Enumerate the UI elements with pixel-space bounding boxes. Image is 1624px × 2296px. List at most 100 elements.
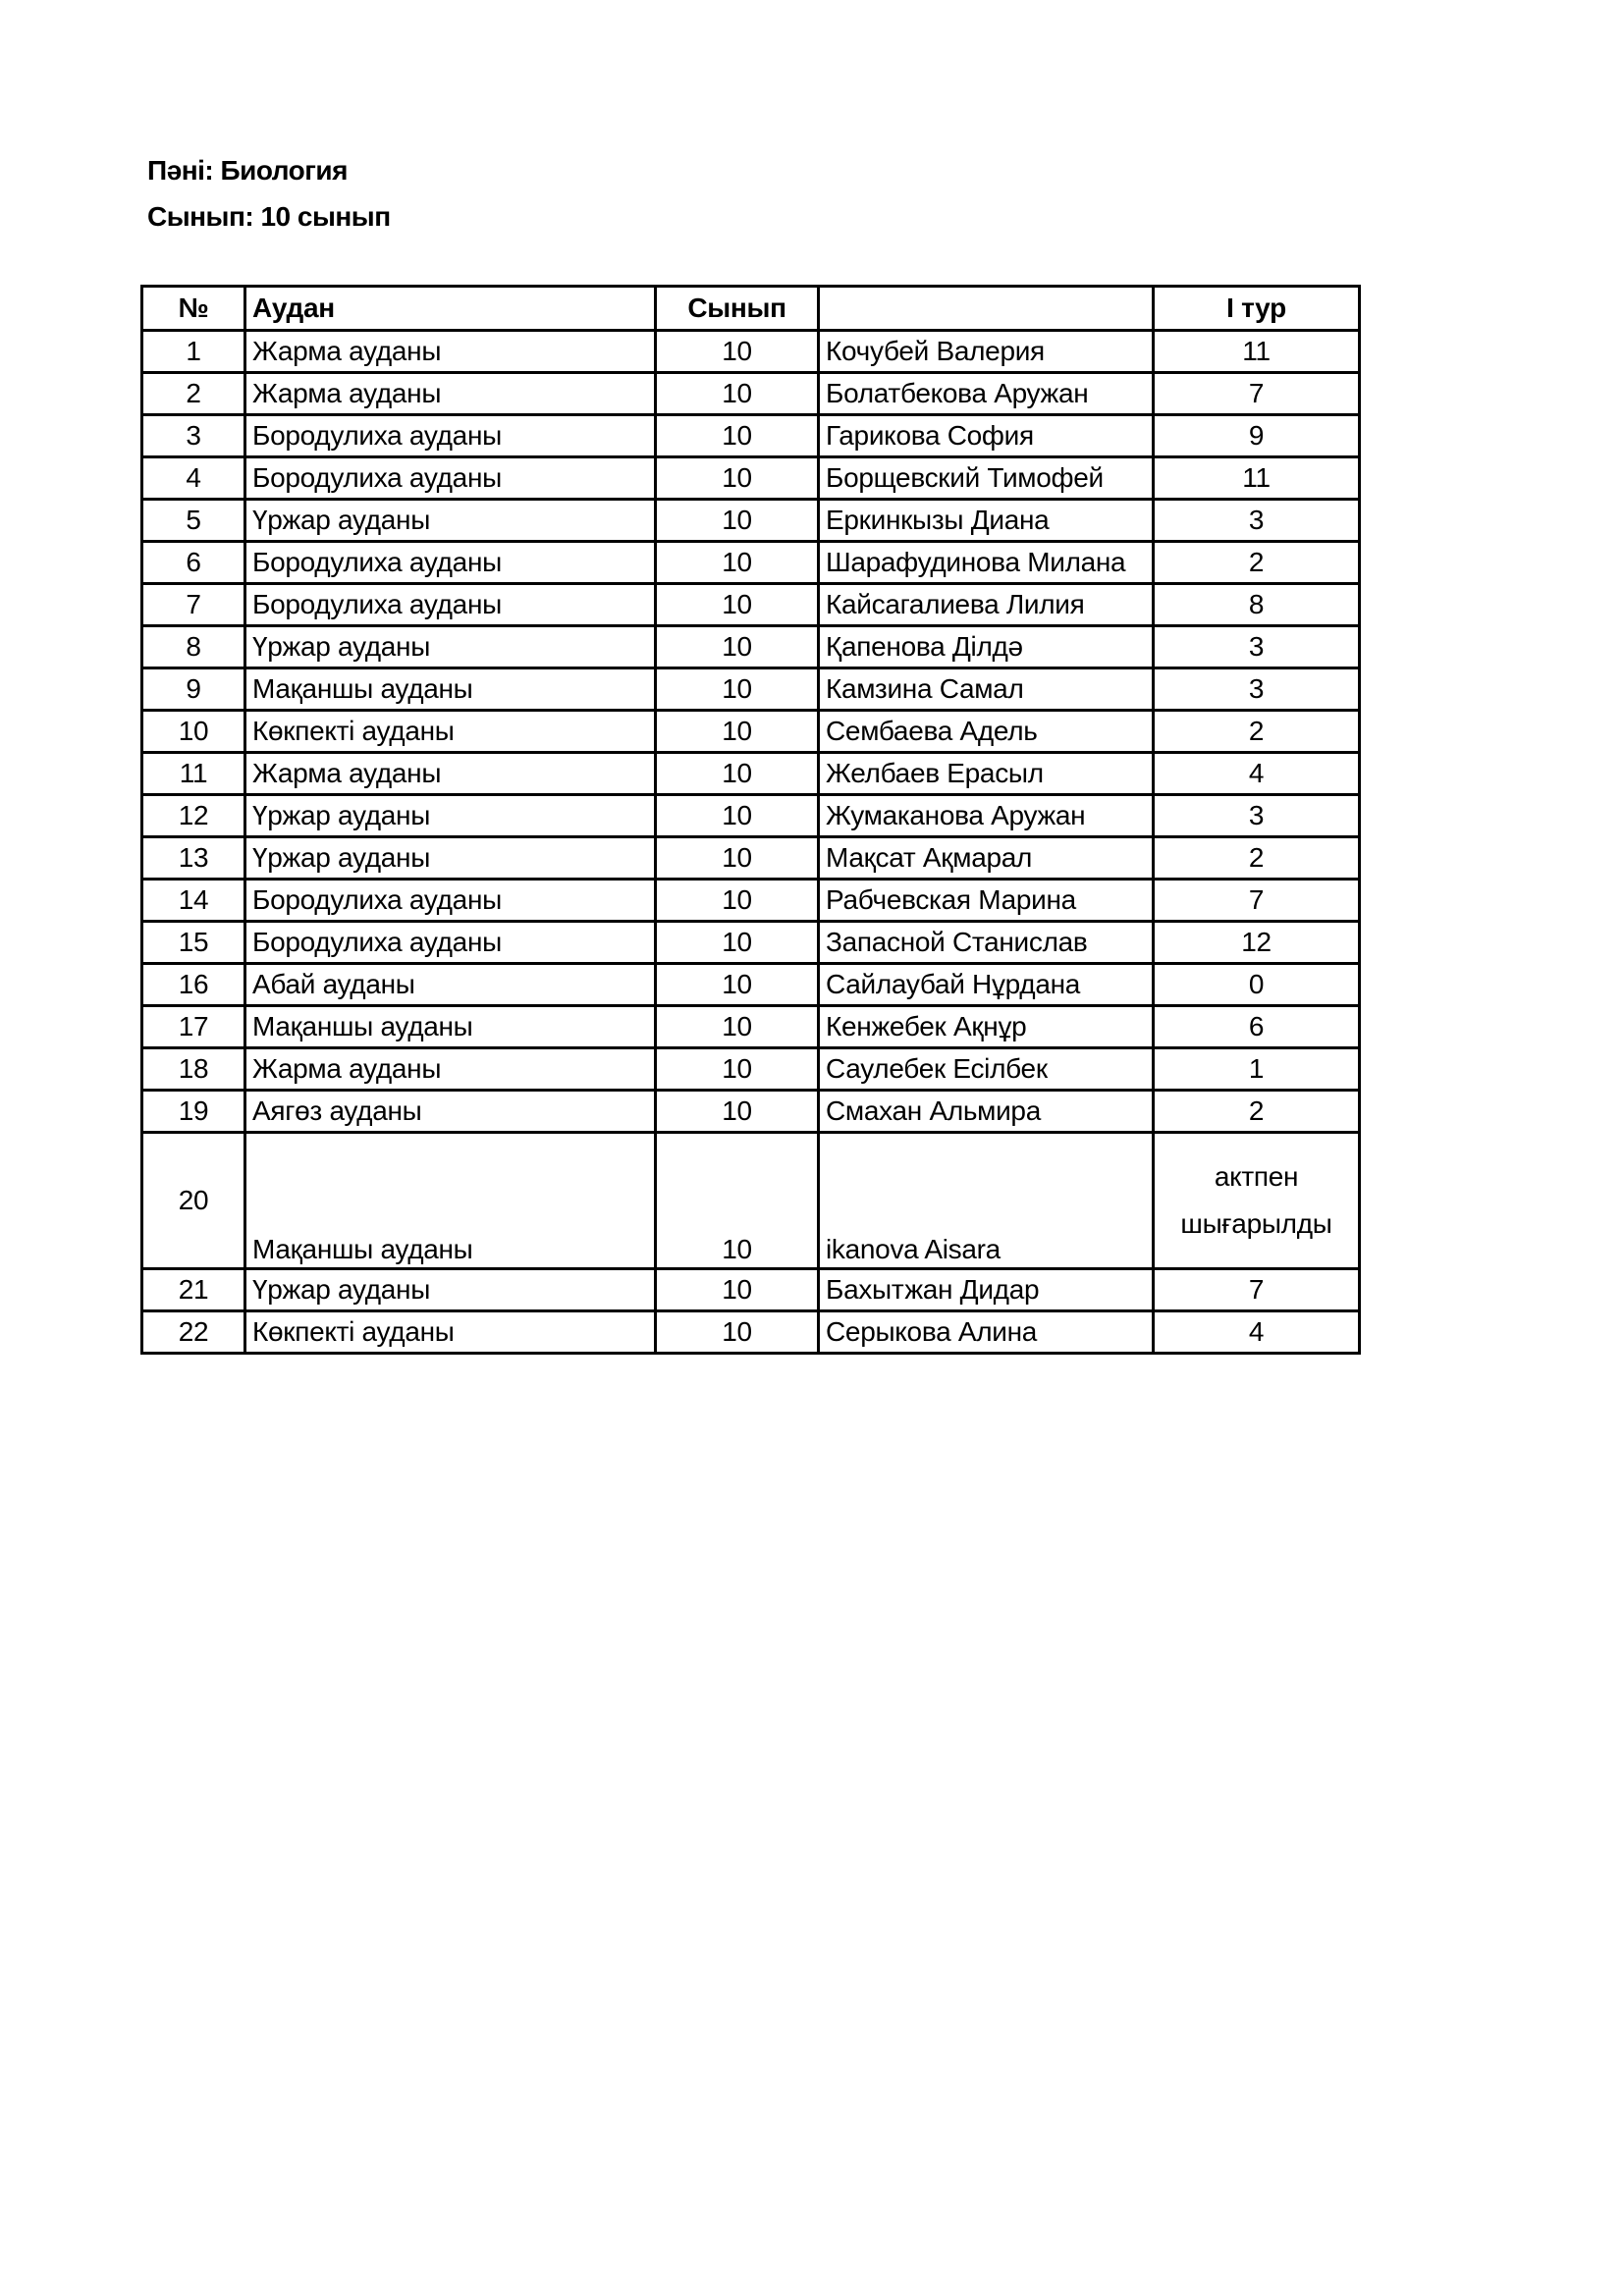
- cell-score: 9: [1152, 413, 1361, 458]
- cell-district: Үржар ауданы: [244, 793, 657, 838]
- cell-number: 22: [140, 1309, 246, 1355]
- cell-score: 3: [1152, 624, 1361, 669]
- cell-grade: 10: [654, 455, 820, 501]
- cell-number: 17: [140, 1004, 246, 1049]
- cell-grade: 10: [654, 793, 820, 838]
- cell-number: 3: [140, 413, 246, 458]
- cell-score: 6: [1152, 1004, 1361, 1049]
- cell-score: 8: [1152, 582, 1361, 627]
- cell-score: 11: [1152, 455, 1361, 501]
- grade-heading: Сынып: 10 сынып: [147, 201, 391, 232]
- cell-score: актпен шығарылды: [1152, 1131, 1361, 1270]
- cell-score: 4: [1152, 751, 1361, 796]
- cell-score: 2: [1152, 1089, 1361, 1134]
- table-row: 4 Бородулиха ауданы 10 Борщевский Тимофей 11: [140, 455, 1361, 501]
- cell-name: Кочубей Валерия: [817, 329, 1155, 374]
- cell-name: Бахытжан Дидар: [817, 1267, 1155, 1312]
- cell-score: 3: [1152, 793, 1361, 838]
- cell-number: 6: [140, 540, 246, 585]
- cell-name: Серыкова Алина: [817, 1309, 1155, 1355]
- cell-district: Абай ауданы: [244, 962, 657, 1007]
- cell-number: 8: [140, 624, 246, 669]
- cell-number: 10: [140, 709, 246, 754]
- cell-number: 5: [140, 498, 246, 543]
- cell-grade: 10: [654, 709, 820, 754]
- table-row: 7 Бородулиха ауданы 10 Кайсагалиева Лилия 8: [140, 582, 1361, 627]
- table-row: 11 Жарма ауданы 10 Желбаев Ерасыл 4: [140, 751, 1361, 796]
- cell-number: 7: [140, 582, 246, 627]
- results-table: № Аудан Сынып I тур 1 Жарма ауданы 10 Кочуб…: [140, 285, 1361, 1355]
- cell-score: 7: [1152, 371, 1361, 416]
- cell-grade: 10: [654, 962, 820, 1007]
- col-header-round1: I тур: [1152, 285, 1361, 332]
- cell-district: Мақаншы ауданы: [244, 1004, 657, 1049]
- cell-district: Жарма ауданы: [244, 371, 657, 416]
- cell-grade: 10: [654, 498, 820, 543]
- cell-number: 19: [140, 1089, 246, 1134]
- col-header-grade: Сынып: [654, 285, 820, 332]
- table-row: 1 Жарма ауданы 10 Кочубей Валерия 11: [140, 329, 1361, 374]
- cell-grade: 10: [654, 835, 820, 881]
- cell-score: 2: [1152, 540, 1361, 585]
- col-header-number: №: [140, 285, 246, 332]
- cell-grade: 10: [654, 1131, 820, 1270]
- cell-score: 0: [1152, 962, 1361, 1007]
- cell-district: Бородулиха ауданы: [244, 413, 657, 458]
- col-header-name: [817, 285, 1155, 332]
- table-row: 13 Үржар ауданы 10 Мақсат Ақмарал 2: [140, 835, 1361, 881]
- cell-district: Үржар ауданы: [244, 498, 657, 543]
- cell-score: 3: [1152, 667, 1361, 712]
- cell-grade: 10: [654, 624, 820, 669]
- cell-grade: 10: [654, 1267, 820, 1312]
- cell-district: Бородулиха ауданы: [244, 540, 657, 585]
- cell-district: Бородулиха ауданы: [244, 455, 657, 501]
- cell-name: ikanova Aisara: [817, 1131, 1155, 1270]
- table-row: 3 Бородулиха ауданы 10 Гарикова София 9: [140, 413, 1361, 458]
- cell-name: Болатбекова Аружан: [817, 371, 1155, 416]
- table-row: 2 Жарма ауданы 10 Болатбекова Аружан 7: [140, 371, 1361, 416]
- table-row: 19 Аягөз ауданы 10 Смахан Альмира 2: [140, 1089, 1361, 1134]
- table-header-row: № Аудан Сынып I тур: [140, 285, 1361, 332]
- cell-district: Үржар ауданы: [244, 1267, 657, 1312]
- table-row: 15 Бородулиха ауданы 10 Запасной Станислав 1…: [140, 920, 1361, 965]
- cell-score: 3: [1152, 498, 1361, 543]
- cell-district: Бородулиха ауданы: [244, 920, 657, 965]
- cell-grade: 10: [654, 413, 820, 458]
- cell-number: 1: [140, 329, 246, 374]
- cell-district: Көкпекті ауданы: [244, 1309, 657, 1355]
- table-row: 18 Жарма ауданы 10 Саулебек Есілбек 1: [140, 1046, 1361, 1092]
- cell-grade: 10: [654, 371, 820, 416]
- cell-number: 15: [140, 920, 246, 965]
- cell-number: 13: [140, 835, 246, 881]
- table-row: 12 Үржар ауданы 10 Жумаканова Аружан 3: [140, 793, 1361, 838]
- table-row: 14 Бородулиха ауданы 10 Рабчевская Марина 7: [140, 878, 1361, 923]
- cell-grade: 10: [654, 1004, 820, 1049]
- cell-grade: 10: [654, 920, 820, 965]
- cell-number: 9: [140, 667, 246, 712]
- cell-district: Мақаншы ауданы: [244, 1131, 657, 1270]
- table-row: 17 Мақаншы ауданы 10 Кенжебек Ақнұр 6: [140, 1004, 1361, 1049]
- cell-score: 1: [1152, 1046, 1361, 1092]
- table-row: 20 Мақаншы ауданы 10 ikanova Aisara актпен ш…: [140, 1131, 1361, 1270]
- cell-number: 20: [140, 1131, 246, 1270]
- table-row: 10 Көкпекті ауданы 10 Сембаева Адель 2: [140, 709, 1361, 754]
- table-row: 22 Көкпекті ауданы 10 Серыкова Алина 4: [140, 1309, 1361, 1355]
- cell-name: Жумаканова Аружан: [817, 793, 1155, 838]
- cell-score: 7: [1152, 1267, 1361, 1312]
- cell-score: 2: [1152, 835, 1361, 881]
- cell-name: Камзина Самал: [817, 667, 1155, 712]
- cell-district: Бородулиха ауданы: [244, 582, 657, 627]
- cell-grade: 10: [654, 751, 820, 796]
- cell-number: 12: [140, 793, 246, 838]
- cell-score: 2: [1152, 709, 1361, 754]
- cell-number: 4: [140, 455, 246, 501]
- cell-grade: 10: [654, 1089, 820, 1134]
- cell-name: Запасной Станислав: [817, 920, 1155, 965]
- cell-grade: 10: [654, 1309, 820, 1355]
- cell-district: Көкпекті ауданы: [244, 709, 657, 754]
- table-row: 9 Мақаншы ауданы 10 Камзина Самал 3: [140, 667, 1361, 712]
- subject-heading: Пәні: Биология: [147, 155, 348, 186]
- cell-district: Үржар ауданы: [244, 624, 657, 669]
- table-row: 21 Үржар ауданы 10 Бахытжан Дидар 7: [140, 1267, 1361, 1312]
- table-row: 5 Үржар ауданы 10 Еркинкызы Диана 3: [140, 498, 1361, 543]
